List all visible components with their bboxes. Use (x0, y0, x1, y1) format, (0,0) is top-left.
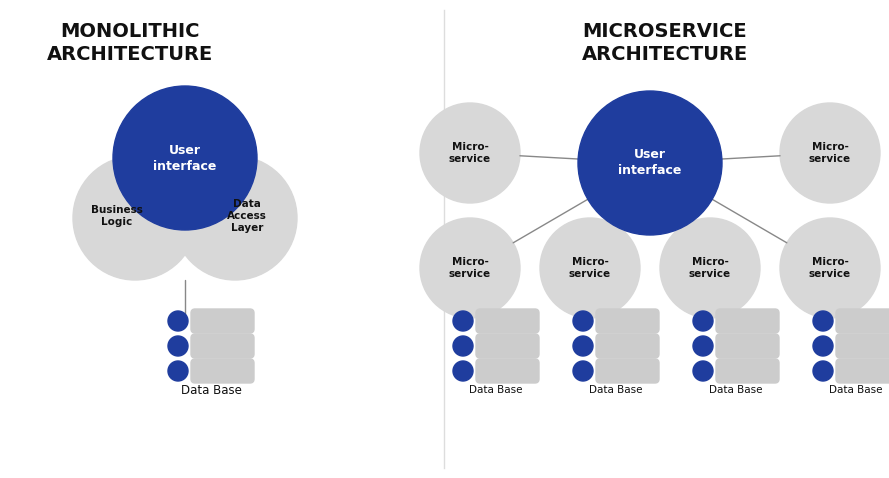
Circle shape (780, 218, 880, 318)
Circle shape (113, 86, 257, 230)
Circle shape (540, 218, 640, 318)
FancyBboxPatch shape (596, 309, 659, 333)
Text: Data
Access
Layer: Data Access Layer (227, 198, 267, 233)
Circle shape (173, 156, 297, 280)
Circle shape (813, 336, 833, 356)
Circle shape (573, 311, 593, 331)
Text: Data Base: Data Base (709, 385, 763, 395)
Circle shape (573, 361, 593, 381)
Text: Data Base: Data Base (180, 383, 242, 396)
Circle shape (813, 311, 833, 331)
FancyBboxPatch shape (836, 334, 889, 358)
FancyBboxPatch shape (596, 334, 659, 358)
FancyBboxPatch shape (191, 359, 254, 383)
Circle shape (168, 336, 188, 356)
Circle shape (168, 361, 188, 381)
Text: Data Base: Data Base (589, 385, 643, 395)
Text: User
interface: User interface (619, 149, 682, 177)
Circle shape (693, 361, 713, 381)
Circle shape (420, 103, 520, 203)
FancyBboxPatch shape (716, 309, 779, 333)
Text: Micro-
service: Micro- service (809, 142, 851, 164)
FancyBboxPatch shape (476, 309, 539, 333)
FancyBboxPatch shape (476, 334, 539, 358)
FancyBboxPatch shape (836, 359, 889, 383)
FancyBboxPatch shape (191, 334, 254, 358)
Circle shape (693, 311, 713, 331)
Circle shape (453, 361, 473, 381)
Text: User
interface: User interface (153, 143, 217, 173)
Circle shape (420, 218, 520, 318)
FancyBboxPatch shape (191, 309, 254, 333)
Text: Business
Logic: Business Logic (91, 205, 143, 227)
Circle shape (780, 103, 880, 203)
FancyBboxPatch shape (716, 359, 779, 383)
FancyBboxPatch shape (476, 359, 539, 383)
Text: Micro-
service: Micro- service (809, 257, 851, 279)
Circle shape (813, 361, 833, 381)
Text: MONOLITHIC
ARCHITECTURE: MONOLITHIC ARCHITECTURE (47, 22, 213, 64)
FancyBboxPatch shape (596, 359, 659, 383)
Text: Micro-
service: Micro- service (449, 142, 491, 164)
Text: Micro-
service: Micro- service (689, 257, 731, 279)
Circle shape (573, 336, 593, 356)
Circle shape (578, 91, 722, 235)
Circle shape (73, 156, 197, 280)
Circle shape (693, 336, 713, 356)
Text: Micro-
service: Micro- service (449, 257, 491, 279)
FancyBboxPatch shape (836, 309, 889, 333)
Text: Micro-
service: Micro- service (569, 257, 611, 279)
Text: Data Base: Data Base (469, 385, 523, 395)
Text: MICROSERVICE
ARCHITECTURE: MICROSERVICE ARCHITECTURE (582, 22, 749, 64)
Circle shape (453, 311, 473, 331)
Circle shape (453, 336, 473, 356)
FancyBboxPatch shape (716, 334, 779, 358)
Circle shape (660, 218, 760, 318)
Circle shape (168, 311, 188, 331)
Text: Data Base: Data Base (829, 385, 883, 395)
